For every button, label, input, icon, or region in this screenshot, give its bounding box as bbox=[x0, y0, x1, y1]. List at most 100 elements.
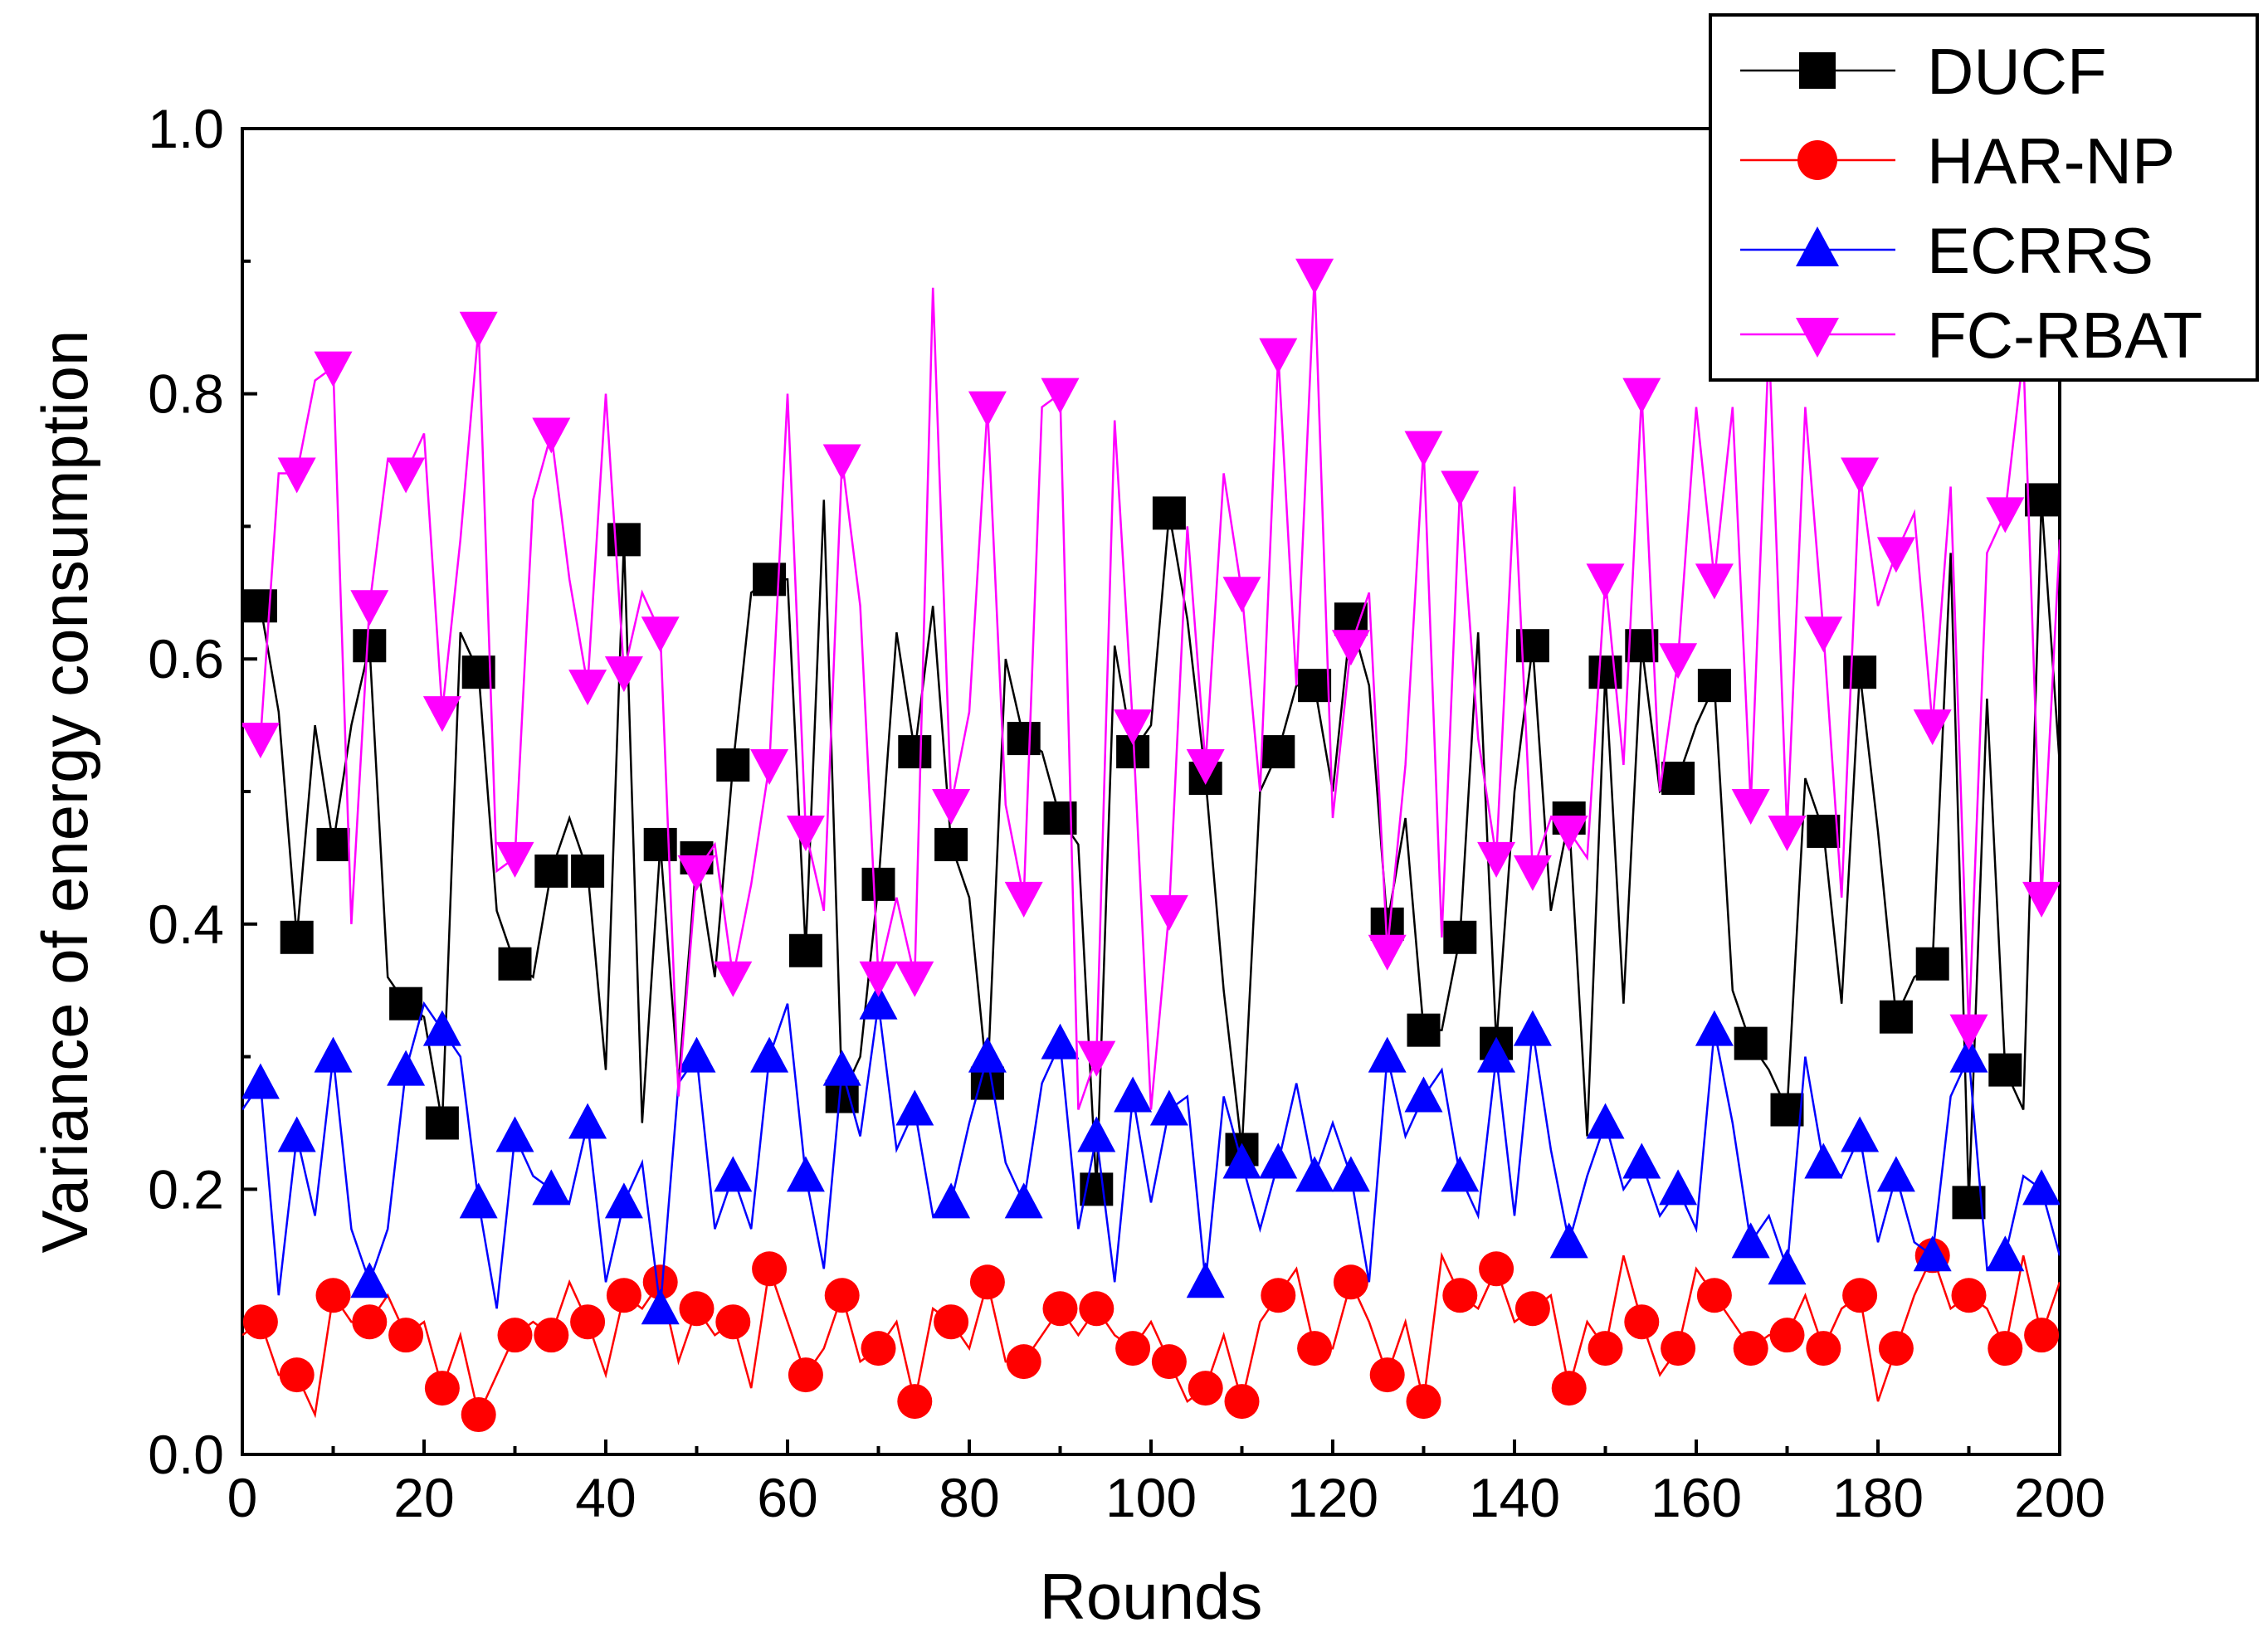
data-point-ecrrs bbox=[568, 1103, 607, 1139]
x-tick-label: 100 bbox=[1105, 1467, 1197, 1528]
legend-label-ducf: DUCF bbox=[1927, 35, 2107, 108]
data-point-ducf bbox=[1879, 1000, 1913, 1034]
data-point-har-np bbox=[1151, 1344, 1187, 1380]
data-point-fc-rbat bbox=[1295, 258, 1334, 295]
data-point-har-np bbox=[1769, 1318, 1805, 1353]
data-point-fc-rbat bbox=[1077, 1040, 1116, 1077]
data-point-ecrrs bbox=[1731, 1222, 1770, 1259]
series-layer bbox=[242, 258, 2060, 1433]
data-point-ecrrs bbox=[1441, 1156, 1480, 1192]
legend-label-ecrrs: ECRRS bbox=[1927, 214, 2153, 287]
data-point-fc-rbat bbox=[1222, 577, 1261, 613]
data-point-ecrrs bbox=[1586, 1103, 1625, 1139]
data-point-ducf bbox=[1807, 814, 1841, 848]
data-point-ecrrs bbox=[786, 1156, 825, 1192]
data-point-ecrrs bbox=[1114, 1076, 1153, 1113]
data-point-har-np bbox=[1115, 1331, 1151, 1366]
y-tick-label: 1.0 bbox=[148, 98, 224, 159]
data-point-har-np bbox=[606, 1278, 641, 1313]
data-point-fc-rbat bbox=[2022, 881, 2060, 918]
data-point-fc-rbat bbox=[822, 444, 861, 480]
data-point-ducf bbox=[1007, 722, 1041, 756]
data-point-ducf bbox=[898, 735, 932, 769]
data-point-fc-rbat bbox=[532, 417, 571, 454]
x-tick-label: 80 bbox=[939, 1467, 999, 1528]
x-axis-title: Rounds bbox=[1040, 1560, 1263, 1632]
data-point-ecrrs bbox=[1149, 1089, 1188, 1126]
data-point-ecrrs bbox=[1368, 1036, 1407, 1073]
data-point-fc-rbat bbox=[1549, 815, 1588, 851]
data-point-fc-rbat bbox=[1804, 616, 1843, 653]
data-point-ecrrs bbox=[350, 1262, 389, 1298]
x-tick-label: 140 bbox=[1469, 1467, 1560, 1528]
data-point-har-np bbox=[388, 1318, 424, 1353]
data-point-har-np bbox=[1842, 1278, 1878, 1313]
data-point-fc-rbat bbox=[1259, 338, 1298, 374]
data-point-fc-rbat bbox=[895, 961, 934, 997]
data-point-fc-rbat bbox=[1768, 815, 1807, 851]
data-point-ducf bbox=[643, 827, 677, 861]
data-point-fc-rbat bbox=[1114, 709, 1153, 746]
data-point-ducf bbox=[1843, 655, 1877, 689]
data-point-ecrrs bbox=[932, 1182, 971, 1219]
data-point-ecrrs bbox=[1295, 1156, 1334, 1192]
data-point-ecrrs bbox=[387, 1050, 426, 1086]
data-point-fc-rbat bbox=[1695, 563, 1734, 600]
data-point-ecrrs bbox=[242, 1063, 280, 1099]
data-point-ducf bbox=[316, 827, 350, 861]
data-point-har-np bbox=[1042, 1291, 1078, 1327]
data-point-ecrrs bbox=[1549, 1222, 1588, 1259]
data-point-ecrrs bbox=[1331, 1156, 1370, 1192]
data-point-ducf bbox=[788, 933, 822, 967]
data-point-har-np bbox=[1624, 1304, 1660, 1340]
data-point-fc-rbat bbox=[786, 815, 825, 851]
data-point-har-np bbox=[1479, 1251, 1514, 1287]
data-point-har-np bbox=[570, 1304, 606, 1340]
legend-marker-ecrrs bbox=[1796, 227, 1839, 266]
data-point-ecrrs bbox=[1404, 1076, 1443, 1113]
data-point-ecrrs bbox=[422, 1010, 461, 1046]
data-point-ecrrs bbox=[277, 1116, 316, 1152]
legend-item-ecrrs: ECRRS bbox=[1740, 214, 2153, 287]
x-tick-label: 40 bbox=[575, 1467, 636, 1528]
x-tick-label: 120 bbox=[1287, 1467, 1378, 1528]
x-tick-label: 0 bbox=[227, 1467, 258, 1528]
data-point-ecrrs bbox=[1659, 1169, 1698, 1206]
data-point-har-np bbox=[1333, 1264, 1368, 1300]
data-point-ecrrs bbox=[968, 1036, 1007, 1073]
x-axis: 0 20 40 60 80 100 120 140 160 180 200 bbox=[227, 1440, 2105, 1528]
data-point-har-np bbox=[534, 1318, 569, 1353]
data-point-ducf bbox=[1734, 1026, 1768, 1060]
data-point-har-np bbox=[1369, 1357, 1405, 1393]
data-point-har-np bbox=[1079, 1291, 1114, 1327]
data-point-fc-rbat bbox=[1513, 855, 1552, 891]
data-point-fc-rbat bbox=[242, 723, 280, 759]
y-tick-label: 0.4 bbox=[148, 894, 224, 955]
data-point-har-np bbox=[1261, 1278, 1296, 1313]
data-point-fc-rbat bbox=[1368, 934, 1407, 971]
series-line-fc-rbat bbox=[242, 274, 2060, 1110]
legend-marker-fc-rbat bbox=[1796, 318, 1839, 358]
data-point-ducf bbox=[716, 748, 750, 782]
data-point-fc-rbat bbox=[932, 788, 971, 825]
data-point-har-np bbox=[1951, 1278, 1987, 1313]
data-point-ducf bbox=[1661, 762, 1695, 796]
data-point-har-np bbox=[1406, 1384, 1441, 1420]
data-point-har-np bbox=[1733, 1331, 1768, 1366]
data-point-ducf bbox=[1407, 1013, 1441, 1047]
data-point-fc-rbat bbox=[1986, 497, 2025, 533]
data-point-har-np bbox=[1297, 1331, 1333, 1366]
data-point-har-np bbox=[497, 1318, 533, 1353]
data-point-fc-rbat bbox=[641, 616, 680, 653]
data-point-ducf bbox=[1988, 1053, 2022, 1087]
data-point-ecrrs bbox=[1695, 1010, 1734, 1046]
legend-item-har-np: HAR-NP bbox=[1740, 124, 2175, 197]
data-point-har-np bbox=[352, 1304, 388, 1340]
x-tick-label: 20 bbox=[393, 1467, 454, 1528]
y-axis-title: Variance of energy consumption bbox=[28, 330, 101, 1254]
data-point-ducf bbox=[1152, 496, 1186, 530]
legend: DUCF HAR-NP ECRRS FC-RBAT bbox=[1709, 13, 2259, 382]
data-point-har-np bbox=[461, 1397, 496, 1433]
data-point-har-np bbox=[1224, 1384, 1260, 1420]
